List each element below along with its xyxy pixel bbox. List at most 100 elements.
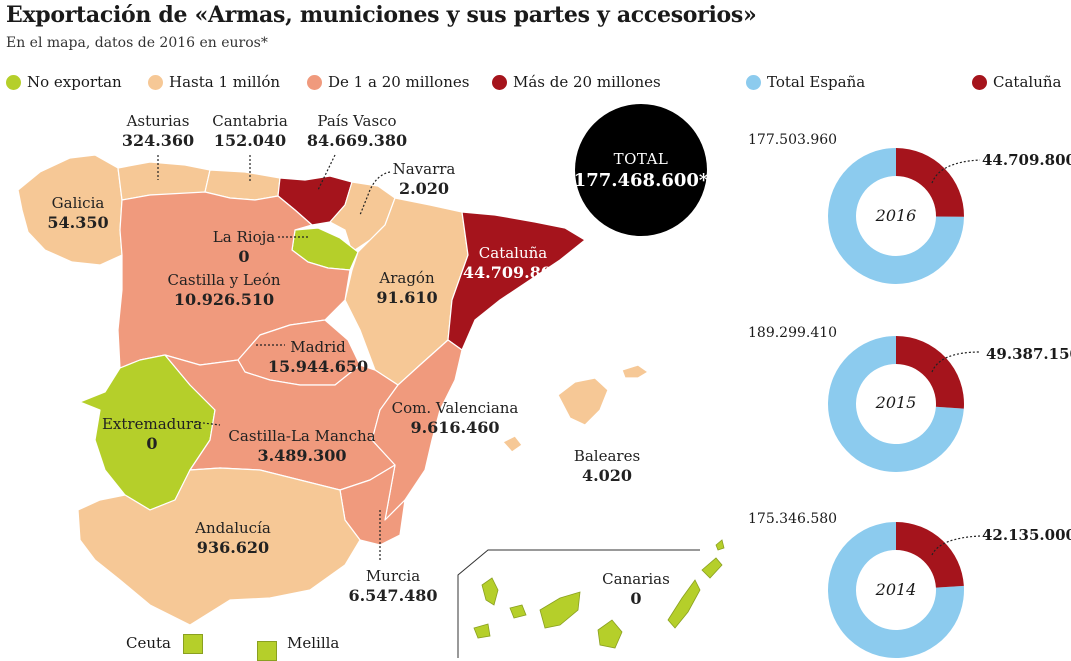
donut-slice-cataluna [896,336,964,409]
region-label-galicia: Galicia 54.350 [47,193,108,233]
leader-pais-vasco [317,154,336,191]
region-label-canarias: Canarias 0 [602,569,670,609]
region-value: 0 [146,434,158,453]
donut-year-2016: 2016 [875,206,917,225]
region-shape-cataluna [447,211,586,351]
donut-cataluna-2015: 49.387.150 [986,345,1071,363]
region-value: 2.020 [398,179,450,198]
region-value: 324.360 [121,131,195,150]
donut-year-2014: 2014 [875,580,917,599]
region-shape-fuerteventura [667,579,701,629]
donut-slice-resto [828,522,965,658]
leader-navarra [359,171,391,216]
legend-label: De 1 a 20 millones [328,73,470,91]
donut-2014 [828,522,965,658]
region-label-madrid: Madrid 15.944.650 [268,337,368,377]
region-shape-menorca [621,364,649,379]
region-value: 54.350 [47,213,109,232]
region-shape-ibiza [502,435,523,453]
region-shape-navarra [329,181,396,253]
legend-label: Más de 20 millones [513,73,661,91]
legend-mas-de-20-millones: Más de 20 millones [492,73,661,91]
donut-slice-cataluna [896,522,964,588]
region-shape-lanzarote [701,557,723,579]
donut-year-2015: 2015 [875,393,917,412]
chart-subtitle: En el mapa, datos de 2016 en euros* [6,35,268,51]
region-value: 84.669.380 [306,131,408,150]
donut-slice-resto [827,336,964,472]
region-value: 44.709.800 [462,263,564,282]
region-label-pais-vasco: País Vasco 84.669.380 [307,111,407,151]
region-value: 4.020 [581,466,633,485]
donut-slice-cataluna [896,148,965,217]
region-label-castilla-y-leon: Castilla y León 10.926.510 [167,270,280,310]
legend-hasta-1-millon: Hasta 1 millón [148,73,280,91]
ceuta-swatch [183,634,203,654]
region-name: Andalucía [195,519,271,537]
region-value: 9.616.460 [410,418,500,437]
legend-swatch [148,74,163,90]
region-label-aragon: Aragón 91.610 [376,268,437,308]
donut-cataluna-2014: 42.135.000 [982,526,1071,544]
region-value: 10.926.510 [173,290,275,309]
region-name: Galicia [51,194,105,212]
region-label-extremadura: Extremadura 0 [102,414,202,454]
total-label: TOTAL [613,149,669,168]
region-shape-castilla-y-leon [117,191,351,369]
region-value: 0 [238,247,250,266]
donut-cataluna-2016: 44.709.800 [982,151,1071,169]
donut-total-2014: 175.346.580 [748,511,838,527]
region-value: 15.944.650 [267,357,369,376]
chart-title: Exportación de «Armas, municiones y sus … [6,2,757,28]
region-label-andalucia: Andalucía 936.620 [195,518,271,558]
region-shape-mallorca [557,377,609,426]
total-value: 177.468.600* [573,169,709,191]
legend-label: Total España [767,73,866,91]
region-shape-andalucia [77,467,361,626]
donut-total-2016: 177.503.960 [748,132,838,148]
region-value: 6.547.480 [348,586,438,605]
legend-label: No exportan [27,73,122,91]
region-name: Cantabria [212,112,288,130]
region-name: Navarra [392,160,456,178]
region-name: Baleares [573,447,641,465]
region-shape-islote [715,539,725,551]
legend-swatch [746,74,761,90]
region-value: 152.040 [213,131,287,150]
region-name: Canarias [602,570,670,588]
region-name: Castilla-La Mancha [228,427,376,445]
total-circle: TOTAL 177.468.600* [573,104,709,236]
region-name: Com. Valenciana [391,399,519,417]
region-value: 936.620 [196,538,270,557]
region-label-cantabria: Cantabria 152.040 [212,111,288,151]
leader-extremadura [194,421,221,426]
region-value: 0 [630,589,642,608]
legend-label: Hasta 1 millón [169,73,281,91]
region-label-cataluna: Cataluña 44.709.800 [463,243,563,283]
region-name: Murcia [365,567,421,585]
legend-total-espana: Total España [746,73,865,91]
region-label-murcia: Murcia 6.547.480 [348,566,437,606]
region-name: La Rioja [212,228,276,246]
region-label-castilla-la-mancha: Castilla-La Mancha 3.489.300 [228,426,375,466]
region-label-baleares: Baleares 4.020 [574,446,640,486]
region-name: Asturias [126,112,190,130]
legend-swatch [492,74,507,90]
donut-leader-2015 [931,351,981,373]
ceuta-label: Ceuta [126,634,171,652]
region-label-asturias: Asturias 324.360 [122,111,194,151]
region-shape-la-gomera [509,604,527,619]
region-name: Madrid [290,338,346,356]
canarias-inset-frame [457,549,700,658]
region-label-la-rioja: La Rioja 0 [213,227,275,267]
region-shape-gran-canaria [597,619,623,649]
region-shape-la-palma [481,577,499,606]
region-value: 3.489.300 [257,446,347,465]
legend-label: Cataluña [993,73,1062,91]
region-name: Cataluña [478,244,548,262]
donut-2015 [827,336,964,472]
region-shape-el-hierro [473,623,491,639]
legend-swatch [972,74,987,90]
